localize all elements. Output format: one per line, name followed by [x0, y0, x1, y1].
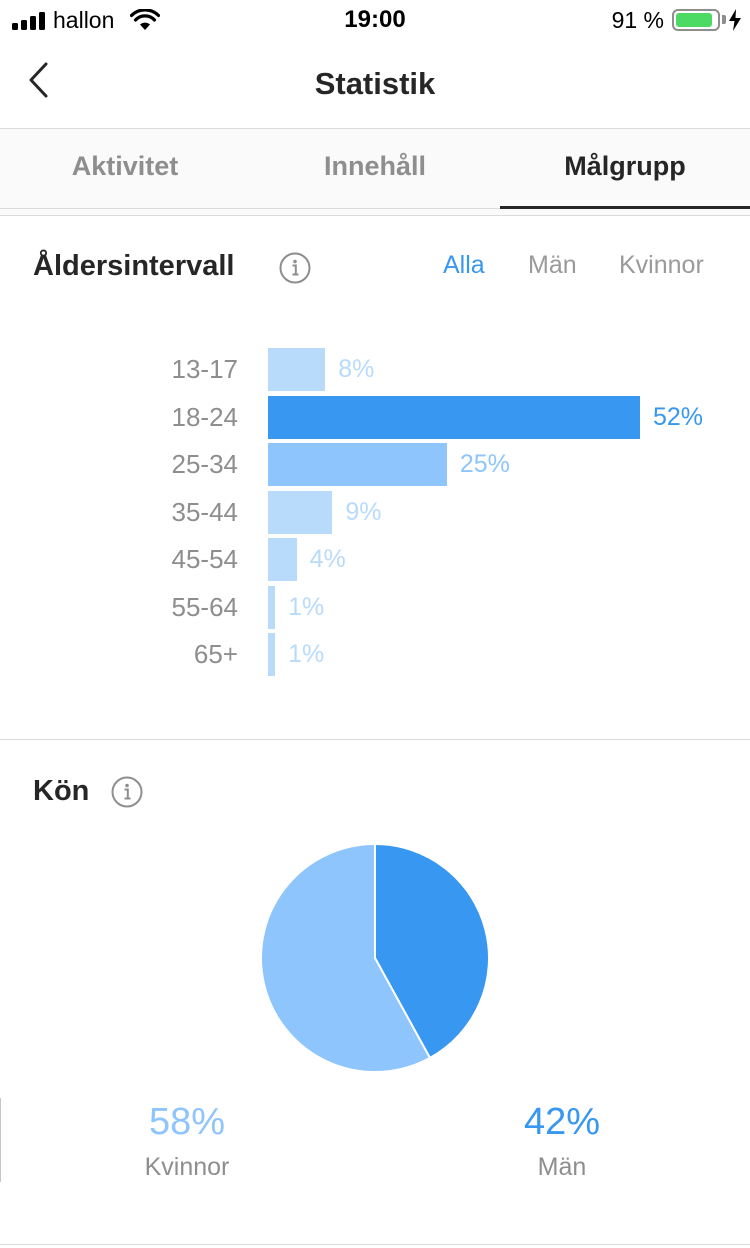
filter-kvinnor[interactable]: Kvinnor — [619, 251, 704, 279]
age-section-title: Åldersintervall — [33, 250, 235, 282]
signal-icon — [12, 12, 48, 30]
tab-separator — [0, 209, 750, 216]
pie-slice-men — [374, 843, 490, 1060]
age-bar — [268, 538, 297, 581]
age-value-label: 1% — [288, 640, 325, 668]
left-edge-line — [0, 1098, 1, 1182]
age-bar — [268, 633, 276, 676]
age-bar — [268, 443, 447, 486]
women-label: Kvinnor — [144, 1153, 230, 1181]
battery-icon — [672, 9, 720, 31]
age-value-label: 1% — [288, 592, 325, 621]
pie-slice-women — [260, 843, 432, 1073]
age-category-label: 13-17 — [171, 354, 239, 384]
tab-bar: Aktivitet Innehåll Målgrupp — [0, 129, 750, 209]
charging-bolt-icon — [729, 9, 741, 31]
age-category-label: 25-34 — [171, 449, 239, 479]
age-value-label: 52% — [653, 402, 704, 431]
tab-aktivitet[interactable]: Aktivitet — [71, 151, 179, 181]
age-value-label: 8% — [338, 355, 375, 383]
men-label: Män — [537, 1153, 587, 1181]
age-category-label: 65+ — [193, 639, 238, 669]
gender-section-title: Kön — [33, 775, 90, 807]
filter-man[interactable]: Män — [528, 251, 577, 279]
carrier-name: hallon — [53, 7, 115, 33]
clock: 19:00 — [344, 6, 406, 33]
age-category-label: 18-24 — [171, 401, 239, 432]
page-title: Statistik — [314, 66, 436, 101]
status-bar: hallon 19:00 91 % — [0, 0, 750, 40]
age-bar — [268, 348, 326, 391]
bottom-divider — [0, 1244, 750, 1245]
info-icon[interactable] — [279, 252, 311, 284]
age-category-label: 55-64 — [171, 591, 239, 622]
age-bar — [268, 585, 276, 629]
age-bar — [268, 395, 640, 439]
age-bar — [268, 490, 333, 534]
info-icon[interactable] — [111, 776, 143, 808]
age-value-label: 4% — [309, 545, 346, 573]
wifi-icon — [130, 9, 160, 30]
age-category-label: 35-44 — [171, 496, 239, 527]
battery-level — [676, 13, 713, 27]
age-category-label: 45-54 — [171, 544, 239, 574]
tab-innehall[interactable]: Innehåll — [323, 151, 426, 181]
women-percent: 58% — [148, 1101, 226, 1143]
nav-header: Statistik — [0, 40, 750, 129]
battery-percent: 91 % — [611, 7, 664, 33]
filter-alla[interactable]: Alla — [443, 251, 485, 279]
battery-nub — [722, 15, 726, 24]
men-percent: 42% — [523, 1101, 601, 1143]
gender-pie-chart — [260, 843, 490, 1073]
tab-malgrupp[interactable]: Målgrupp — [500, 129, 750, 209]
age-value-label: 9% — [345, 497, 382, 526]
section-divider — [0, 739, 750, 740]
chevron-left-icon[interactable] — [22, 58, 56, 102]
age-value-label: 25% — [459, 450, 510, 478]
